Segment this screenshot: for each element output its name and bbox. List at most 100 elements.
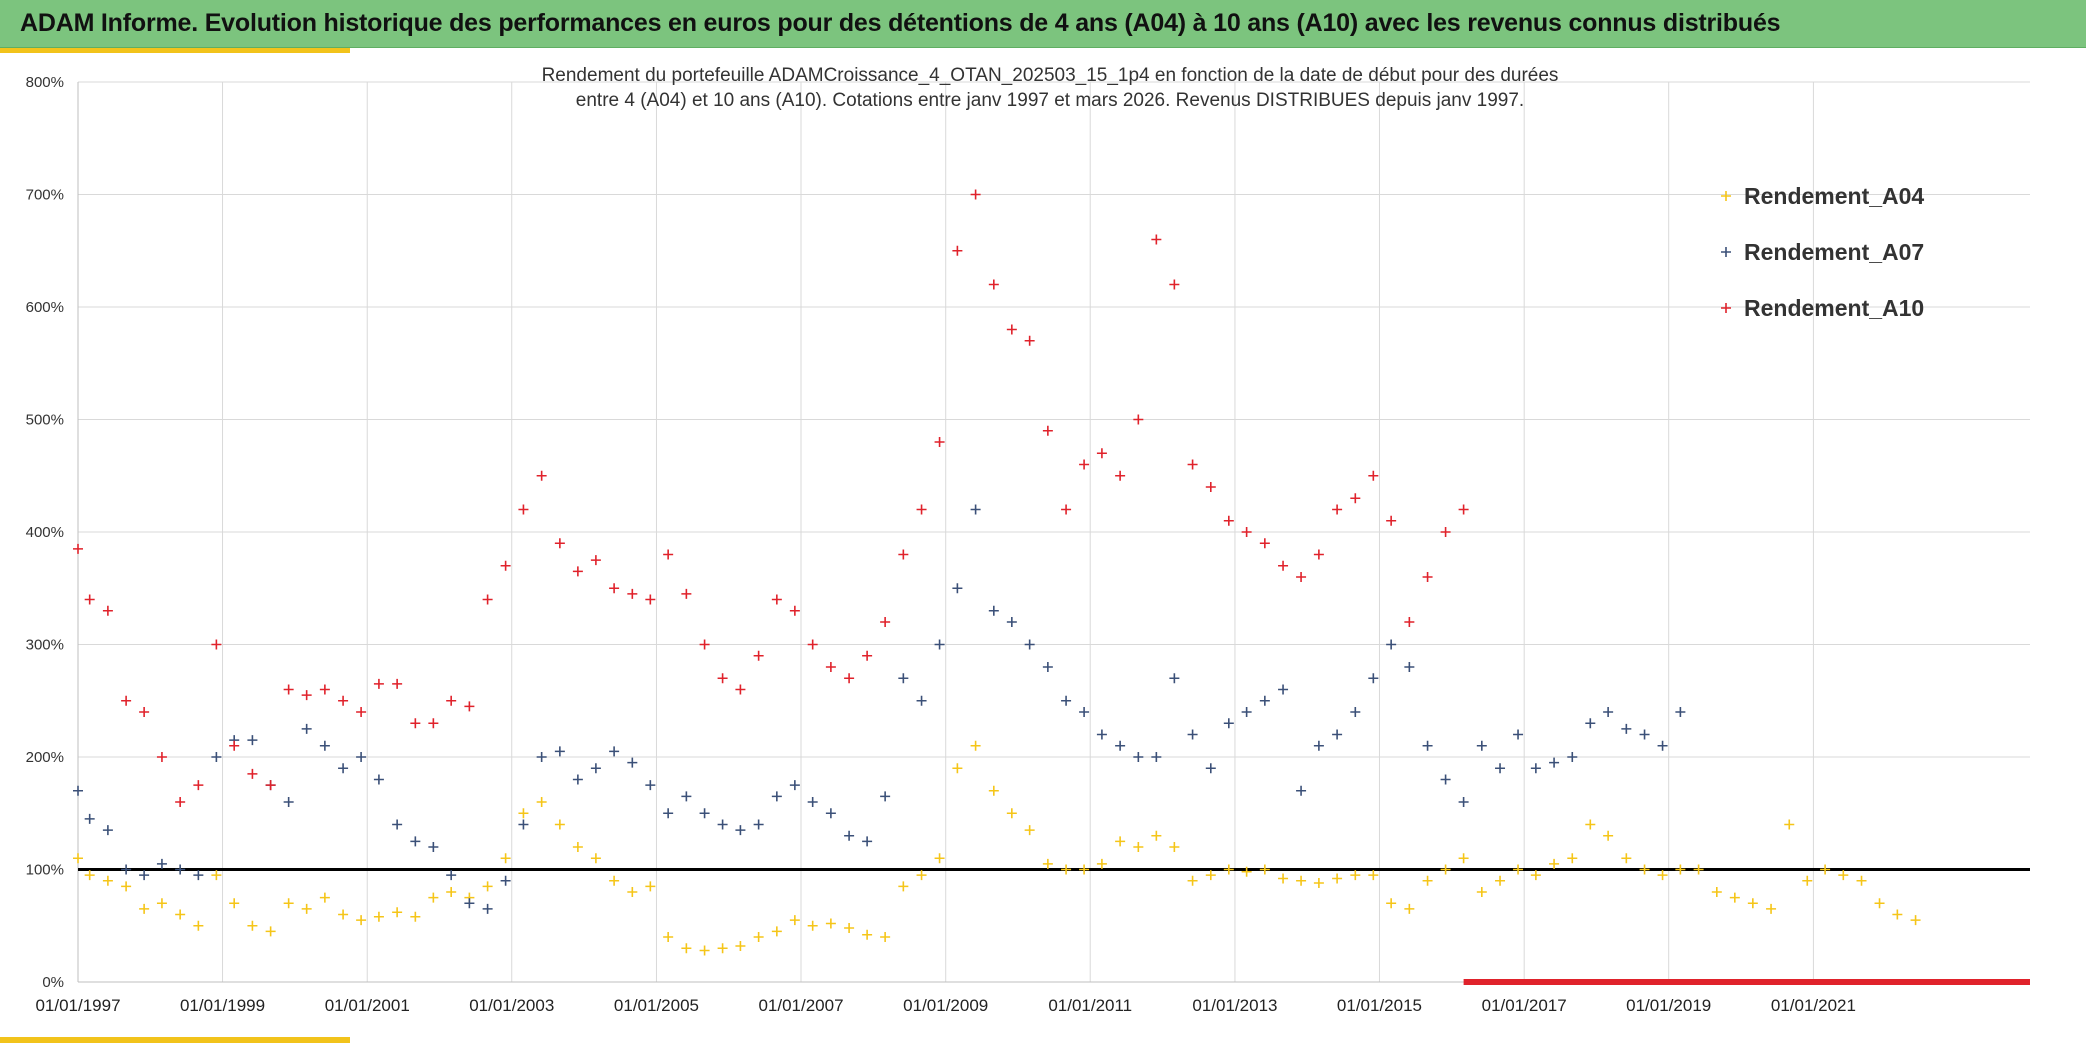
data-point xyxy=(500,853,511,864)
axes: 0% 100% 200% 300% 400% 500% 600% 700% 800% 01/01/… xyxy=(26,74,2030,1015)
x-tick-label: 01/01/2009 xyxy=(903,996,988,1015)
data-point xyxy=(1729,892,1740,903)
y-tick-label: 400% xyxy=(26,524,64,541)
data-point xyxy=(1458,504,1469,515)
accent-stripe-top xyxy=(0,48,350,53)
data-point xyxy=(446,887,457,897)
data-point xyxy=(1476,887,1487,897)
data-point xyxy=(301,723,312,734)
data-point xyxy=(1278,873,1289,884)
data-point xyxy=(1332,873,1343,884)
data-point xyxy=(1404,903,1415,914)
data-point xyxy=(301,690,312,701)
data-point xyxy=(1223,515,1234,526)
data-point xyxy=(1802,875,1813,886)
data-point xyxy=(518,808,529,819)
data-point xyxy=(373,911,384,922)
data-point xyxy=(609,875,620,886)
data-point xyxy=(717,819,728,830)
data-point xyxy=(970,504,981,515)
data-point xyxy=(1061,864,1072,875)
data-point xyxy=(1476,740,1487,751)
data-point xyxy=(1042,425,1053,436)
data-point xyxy=(1115,740,1126,751)
data-point xyxy=(1296,572,1307,582)
data-point xyxy=(1278,684,1289,695)
data-point xyxy=(1133,752,1144,762)
data-point xyxy=(1205,763,1216,774)
data-point xyxy=(627,588,638,599)
data-point xyxy=(1513,864,1524,875)
data-point xyxy=(1350,493,1361,504)
data-point xyxy=(1169,279,1180,290)
data-point xyxy=(1042,662,1053,672)
data-point xyxy=(392,678,403,689)
data-point xyxy=(1133,842,1144,852)
data-point xyxy=(1711,887,1722,897)
data-point xyxy=(193,780,204,791)
x-tick-label: 01/01/1999 xyxy=(180,996,265,1015)
data-point xyxy=(102,605,113,616)
data-point xyxy=(482,881,493,892)
data-point xyxy=(1350,707,1361,717)
y-tick-label: 700% xyxy=(26,187,64,204)
data-point xyxy=(410,911,421,922)
data-point xyxy=(446,695,457,706)
data-point xyxy=(1603,707,1614,717)
data-point xyxy=(428,892,439,903)
data-point xyxy=(1259,864,1270,875)
chart-title-line-1: Rendement du portefeuille ADAMCroissance… xyxy=(542,65,1559,86)
legend-marker xyxy=(1721,247,1731,257)
data-point xyxy=(862,836,873,847)
data-point xyxy=(1241,707,1252,717)
data-point xyxy=(1259,538,1270,549)
data-point xyxy=(844,923,855,933)
data-point xyxy=(1006,324,1017,335)
data-point xyxy=(663,932,674,942)
data-point xyxy=(1332,729,1343,740)
data-point xyxy=(880,791,891,802)
data-point xyxy=(1386,898,1397,909)
data-point xyxy=(102,825,113,836)
data-point xyxy=(84,870,95,881)
data-point xyxy=(536,470,547,481)
data-point xyxy=(645,780,656,791)
x-tick-label: 01/01/2001 xyxy=(325,996,410,1015)
data-point xyxy=(753,650,764,661)
data-point xyxy=(1440,774,1451,785)
y-tick-label: 0% xyxy=(42,974,64,991)
data-point xyxy=(1079,864,1090,875)
data-point xyxy=(229,898,240,909)
data-point xyxy=(1006,808,1017,819)
data-point xyxy=(338,909,349,920)
data-point xyxy=(952,763,963,774)
data-point xyxy=(1187,729,1198,740)
data-point xyxy=(247,735,258,746)
data-point xyxy=(1096,448,1107,459)
data-point xyxy=(156,858,167,869)
data-point xyxy=(1458,797,1469,807)
data-point xyxy=(645,881,656,892)
data-point xyxy=(880,932,891,942)
data-point xyxy=(1313,878,1324,888)
data-point xyxy=(84,594,95,605)
data-point xyxy=(428,842,439,852)
data-point xyxy=(338,763,349,774)
data-point xyxy=(1061,695,1072,706)
x-tick-label: 01/01/2003 xyxy=(469,996,554,1015)
legend-label: Rendement_A04 xyxy=(1744,183,1924,209)
series-Rendement_A04 xyxy=(73,740,1921,956)
data-point xyxy=(265,780,276,791)
data-point xyxy=(175,864,186,875)
data-point xyxy=(73,785,83,796)
data-point xyxy=(825,918,836,929)
data-point xyxy=(1368,470,1379,481)
data-point xyxy=(663,808,674,819)
data-point xyxy=(1024,825,1035,836)
y-tick-label: 200% xyxy=(26,749,64,766)
data-point xyxy=(1621,853,1632,864)
data-point xyxy=(500,560,511,571)
data-point xyxy=(1639,864,1650,875)
data-point xyxy=(1495,875,1506,886)
